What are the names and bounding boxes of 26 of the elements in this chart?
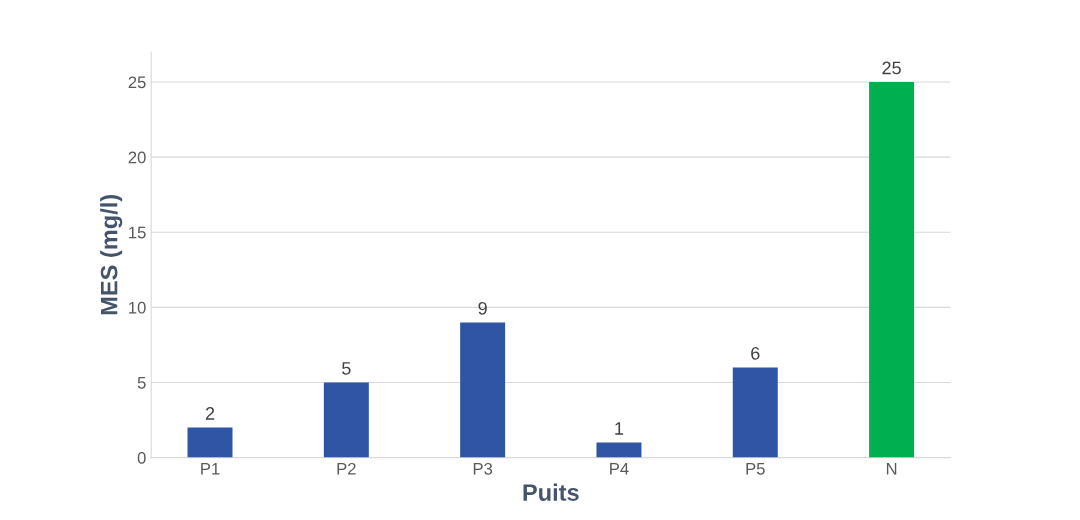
x-tick-label: P1 (201, 463, 220, 475)
y-tick-label: 25 (128, 76, 146, 89)
bar (869, 82, 915, 458)
bar (323, 382, 369, 458)
x-tick-label: N (886, 463, 897, 475)
x-tick-label: P2 (337, 462, 356, 475)
y-tick-label: 0 (137, 452, 146, 464)
y-tick-label: 20 (128, 151, 146, 164)
data-label: 1 (615, 422, 624, 435)
x-tick-label: P3 (473, 462, 493, 475)
data-label: 2 (205, 407, 215, 420)
data-label: 6 (751, 346, 760, 360)
y-tick-label: 10 (129, 301, 146, 314)
data-label: 5 (342, 362, 351, 375)
data-label: 25 (882, 61, 901, 75)
data-label: 9 (478, 301, 487, 315)
bar (187, 427, 233, 458)
y-tick-label: 5 (137, 377, 146, 389)
y-tick-label: 15 (129, 226, 146, 239)
bar (596, 442, 642, 458)
x-axis-title: Puits (523, 483, 579, 501)
y-axis-title: MES (mg/l) (100, 194, 123, 315)
bar (732, 367, 778, 458)
bar (460, 322, 506, 458)
x-tick-label: P4 (610, 463, 629, 475)
x-tick-label: P5 (746, 463, 765, 475)
